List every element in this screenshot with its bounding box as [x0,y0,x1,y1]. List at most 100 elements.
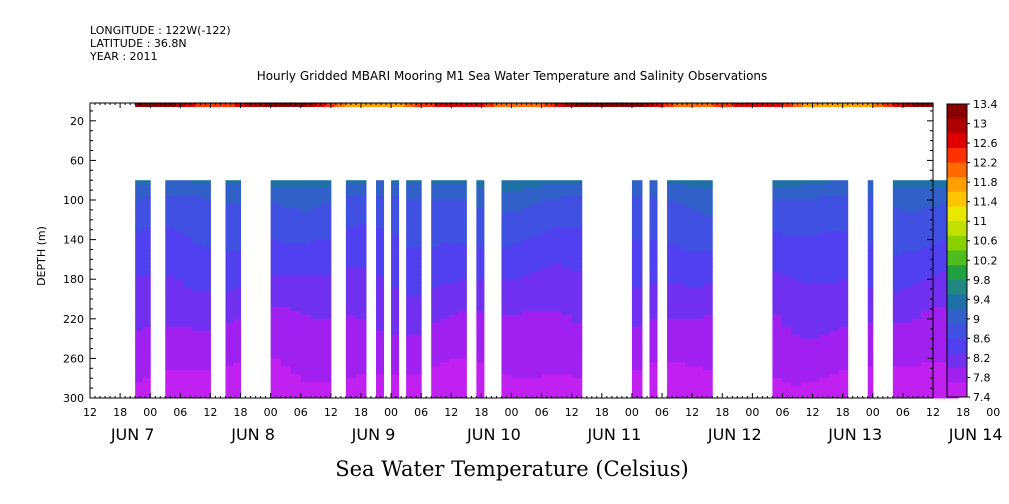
data-cell [406,279,415,284]
data-cell [233,223,242,229]
data-cell [225,342,234,348]
data-cell [920,207,931,213]
data-cell [406,207,415,213]
data-cell [694,314,704,320]
data-cell [685,180,695,185]
data-cell [685,211,695,217]
data-cell [911,279,922,284]
data-cell [174,251,184,256]
data-cell [703,310,713,316]
data-cell [694,223,704,229]
data-cell [233,239,242,245]
data-cell [649,267,658,272]
data-cell [694,295,704,300]
data-cell [431,366,441,371]
data-cell [448,291,459,296]
data-cell [391,243,400,249]
data-cell [406,358,415,363]
data-cell [183,188,193,193]
data-cell [667,207,677,213]
data-cell [501,287,512,292]
data-cell [667,354,677,359]
data-cell [165,346,175,351]
data-cell [406,342,415,348]
data-cell [930,223,940,229]
data-cell [406,267,415,272]
data-cell [501,267,512,272]
data-cell [571,215,583,221]
data-cell [192,255,202,260]
data-cell [838,259,849,264]
data-cell [201,223,211,229]
data-cell [667,322,677,328]
data-cell [571,275,583,280]
data-cell [280,227,292,233]
data-cell [838,374,849,379]
data-cell [911,358,922,363]
data-cell [781,196,792,201]
data-cell [501,184,512,189]
data-cell [270,196,282,201]
data-cell [345,251,357,256]
data-cell [772,283,783,288]
data-cell [457,366,467,371]
data-cell [320,310,332,316]
data-cell [531,203,543,209]
colorbar-label: 9.4 [973,293,991,306]
data-cell [791,382,802,387]
data-cell [541,267,553,272]
data-cell [142,271,151,276]
data-cell [781,299,792,304]
data-cell [521,295,533,300]
data-cell [631,223,643,229]
data-cell [300,378,312,383]
data-cell [703,239,713,245]
data-cell [541,299,553,304]
data-cell [183,350,193,355]
data-cell [685,295,695,300]
data-cell [939,334,950,340]
data-cell [667,279,677,284]
data-cell [892,192,903,197]
data-cell [867,342,874,348]
data-cell [685,318,695,324]
data-cell [631,330,643,336]
data-cell [225,386,234,391]
data-cell [135,295,144,300]
data-cell [867,196,874,201]
data-cell [448,263,459,268]
data-cell [320,200,332,205]
data-cell [270,306,282,312]
data-cell [772,358,783,363]
data-cell [667,259,677,264]
data-cell [772,314,783,320]
data-cell [561,259,573,264]
data-cell [192,211,202,217]
data-cell [376,322,385,328]
data-cell [310,200,322,205]
surface-cell [823,103,834,107]
data-cell [892,196,903,201]
data-cell [551,386,563,391]
data-cell [225,279,234,284]
data-cell [541,255,553,260]
data-cell [142,338,151,344]
data-cell [290,390,302,395]
data-cell [772,271,783,276]
data-cell [300,203,312,209]
data-cell [920,259,931,264]
data-cell [694,334,704,340]
data-cell [476,299,485,304]
data-cell [649,271,658,276]
data-cell [676,394,686,399]
data-cell [511,322,523,328]
data-cell [828,386,839,391]
data-cell [183,215,193,221]
data-cell [810,287,820,292]
data-cell [290,239,302,245]
data-cell [345,302,357,308]
data-cell [413,299,422,304]
data-cell [183,211,193,217]
data-cell [233,358,242,363]
data-cell [280,215,292,221]
